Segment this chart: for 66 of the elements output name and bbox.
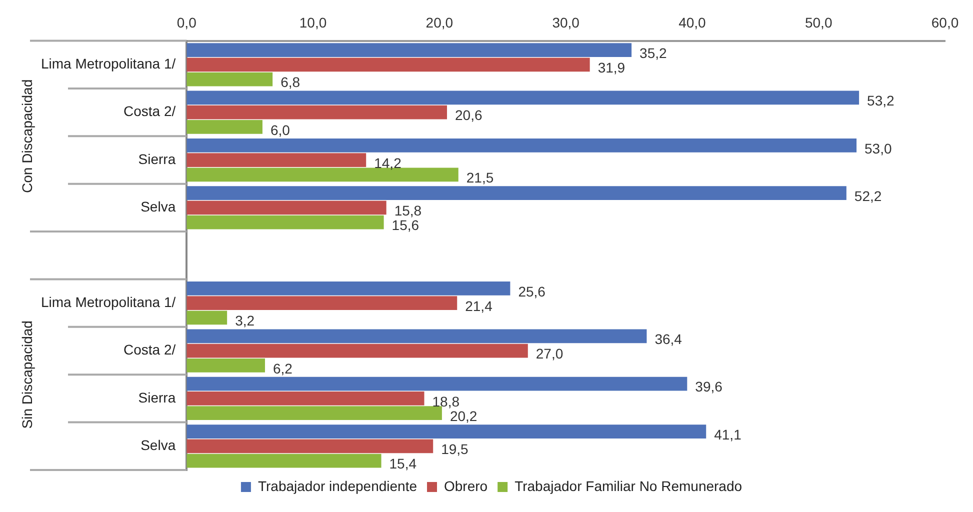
text: Con Discapacidad — [18, 79, 35, 193]
y-tick-label: Selva — [140, 198, 176, 215]
data-label: 35,2 — [640, 44, 667, 61]
data-label: 36,4 — [654, 331, 682, 348]
bar — [186, 138, 857, 152]
bar — [186, 200, 386, 215]
data-label: 20,6 — [455, 107, 482, 124]
data-label: 15,8 — [394, 202, 422, 219]
data-label: 41,1 — [714, 426, 742, 442]
y-tick-label: Sierra — [138, 389, 176, 406]
y-tick-label: Lima Metropolitana 1/ — [40, 56, 176, 72]
bar — [186, 439, 434, 454]
data-label: 15,4 — [389, 456, 417, 472]
legend-label: Trabajador independiente — [258, 478, 418, 494]
bar — [186, 105, 447, 120]
x-tick-label: 50,0 — [804, 14, 832, 30]
bar — [186, 215, 384, 230]
bar — [186, 392, 424, 406]
legend-label: Obrero — [444, 478, 488, 494]
bar — [186, 376, 688, 391]
y-tick-label: Costa 2/ — [123, 342, 176, 358]
data-label: 52,2 — [854, 188, 882, 204]
text: Sin Discapacidad — [18, 320, 35, 429]
data-label: 21,4 — [465, 298, 493, 314]
data-label: 20,2 — [450, 408, 478, 424]
x-tick-label: 40,0 — [678, 14, 706, 30]
data-label: 3,2 — [235, 312, 255, 329]
x-tick-label: 0,0 — [176, 14, 197, 30]
bar — [186, 358, 265, 372]
data-label: 39,6 — [695, 378, 723, 395]
data-label: 18,8 — [432, 393, 460, 410]
bar — [186, 329, 647, 344]
data-label: 53,0 — [864, 140, 892, 156]
x-tick-label: 60,0 — [931, 14, 959, 30]
data-label: 53,2 — [867, 92, 895, 109]
data-label: 15,6 — [392, 217, 420, 234]
bar — [186, 282, 510, 296]
data-label: 6,8 — [280, 74, 300, 90]
bar — [186, 454, 382, 468]
x-tick-label: 30,0 — [552, 14, 580, 30]
bar — [186, 344, 528, 358]
y-tick-label: Sierra — [138, 150, 176, 167]
bar — [186, 43, 632, 57]
data-label: 6,2 — [272, 360, 293, 376]
x-tick-label: 10,0 — [299, 14, 327, 30]
data-label: 27,0 — [536, 346, 564, 362]
x-tick-label: 20,0 — [426, 14, 454, 30]
bar — [186, 296, 458, 310]
data-label: 14,2 — [374, 154, 402, 171]
data-label: 25,6 — [518, 283, 546, 300]
data-label: 19,5 — [441, 441, 469, 458]
y-tick-label: Costa 2/ — [123, 103, 176, 120]
bar — [186, 90, 860, 105]
data-label: 21,5 — [466, 170, 494, 186]
data-label: 31,9 — [598, 60, 626, 76]
legend-label: Trabajador Familiar No Remunerado — [514, 478, 742, 494]
data-label: 6,0 — [270, 122, 290, 138]
bar — [186, 310, 228, 325]
bar — [186, 424, 706, 438]
bar — [186, 153, 366, 167]
bar — [186, 120, 262, 134]
bar — [186, 186, 846, 200]
y-tick-label: Lima Metropolitana 1/ — [40, 294, 176, 310]
bar — [186, 72, 273, 86]
y-tick-label: Selva — [140, 437, 176, 454]
bar — [186, 58, 590, 72]
